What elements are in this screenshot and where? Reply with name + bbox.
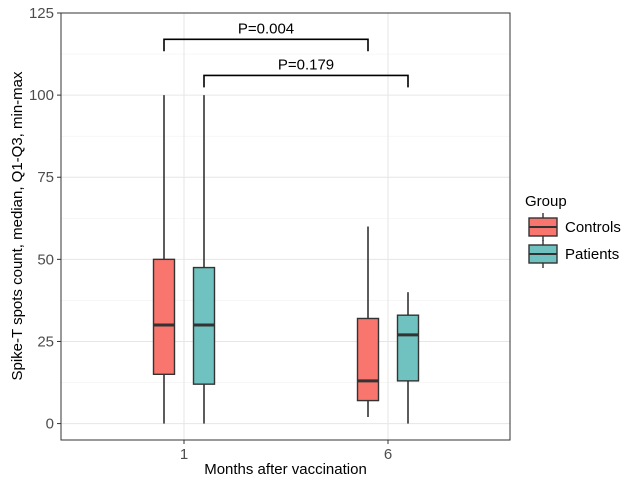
box-series [152,95,420,424]
legend-item-patients: Patients [528,240,619,268]
bracket-line [203,74,409,88]
x-axis-title: Months after vaccination [204,461,367,478]
y-tick-label: 125 [29,5,54,22]
p-value-annotations: P=0.004 P=0.179 [163,20,409,88]
legend-label: Patients [565,246,619,263]
y-tick-label: 75 [37,169,54,186]
box-iqr [356,317,380,402]
y-axis-title: Spike-T spots count, median, Q1-Q3, min-… [9,71,26,381]
box-controls-6 [356,226,380,418]
legend-label: Controls [565,219,621,236]
p-value-label: P=0.004 [238,20,294,37]
p-value-bracket: P=0.004 [163,20,369,52]
box-patients-6 [396,292,420,424]
p-value-bracket: P=0.179 [203,56,409,88]
box-iqr [396,314,420,382]
box-iqr [152,258,176,376]
gridlines [61,12,510,440]
y-tick-label: 100 [29,87,54,104]
box-patients-1 [192,95,216,424]
x-tick-label: 1 [180,446,188,463]
legend-item-controls: Controls [528,213,621,241]
p-value-label: P=0.179 [278,56,334,73]
y-tick-label: 0 [46,416,54,433]
x-tick-label: 6 [384,446,392,463]
y-axis: 0 25 50 75 100 125 [29,5,61,433]
box-controls-1 [152,95,176,424]
legend-title: Group [525,193,567,210]
bracket-line [163,38,369,52]
legend: Group Controls Patients [525,193,621,268]
plot-panel-border [60,12,511,441]
y-tick-label: 50 [37,251,54,268]
y-tick-label: 25 [37,333,54,350]
